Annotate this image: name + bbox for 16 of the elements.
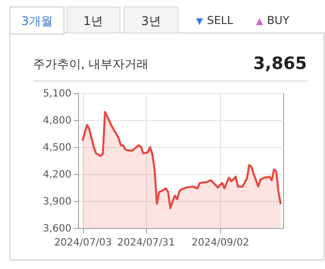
x-tick-label: 2024/07/31 [117, 238, 175, 248]
y-tick-label: 3,600 [42, 224, 72, 234]
text: 3개월 [21, 14, 53, 28]
x-tick-label: 2024/07/03 [54, 238, 112, 248]
y-tick-label: 4,200 [42, 170, 72, 180]
y-tick-label: 5,100 [42, 88, 72, 100]
chart-title: 주가추이, 내부자거래 [33, 57, 149, 71]
text: ▲ BUY [256, 14, 290, 27]
text: 3년 [141, 14, 161, 28]
text: 1년 [83, 14, 103, 28]
text: 3,865 [253, 54, 307, 74]
y-tick-label: 3,900 [42, 196, 72, 208]
text: ▼ SELL [196, 14, 234, 27]
y-tick-label: 4,500 [42, 142, 72, 154]
y-tick-label: 4,800 [42, 116, 72, 126]
x-tick-label: 2024/09/02 [192, 238, 250, 248]
